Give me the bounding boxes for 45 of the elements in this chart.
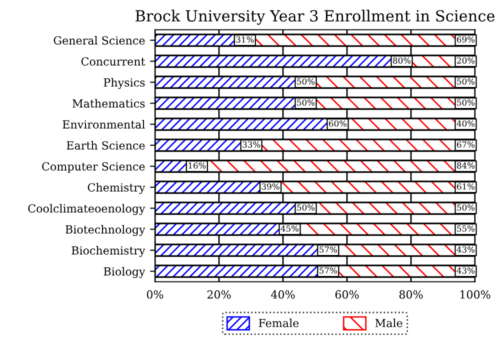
data-label: 55% <box>457 225 475 232</box>
data-label: 16% <box>188 162 206 169</box>
x-tick-label: 60% <box>335 290 359 299</box>
data-label: 20% <box>457 57 475 64</box>
data-label: 39% <box>262 183 280 190</box>
y-tick-label: Concurrent <box>81 57 146 66</box>
data-label: 67% <box>457 141 475 148</box>
chart-title: Brock University Year 3 Enrollment in Science <box>136 10 495 25</box>
x-tick-label: 100% <box>460 290 490 299</box>
data-label: 69% <box>457 36 475 43</box>
data-label: 60% <box>329 120 347 127</box>
y-tick-label: Computer Science <box>42 162 145 173</box>
y-tick-label: Chemistry <box>88 183 146 194</box>
data-label: 43% <box>456 267 475 274</box>
x-tick-label: 40% <box>270 290 295 299</box>
data-label: 50% <box>457 78 475 85</box>
x-tick-label: 0% <box>146 290 164 299</box>
y-tick-label: Earth Science <box>66 141 145 150</box>
y-tick-label: Physics <box>104 78 145 89</box>
y-tick-label: General Science <box>54 36 145 45</box>
legend-label: Male <box>375 318 402 328</box>
y-tick-label: Biochemistry <box>72 246 146 257</box>
y-tick-label: Biology <box>104 267 146 278</box>
data-label: 57% <box>320 267 337 274</box>
y-tick-label: Biotechnology <box>66 225 146 236</box>
y-tick-label: Mathematics <box>72 99 145 108</box>
data-label: 50% <box>457 99 475 106</box>
x-tick-label: 80% <box>399 290 423 299</box>
data-label: 57% <box>320 246 337 253</box>
data-label: 43% <box>456 246 475 253</box>
data-label: 50% <box>297 78 315 85</box>
y-tick-label: Coolclimateoenology <box>28 204 146 215</box>
data-label: 50% <box>297 204 315 211</box>
data-label: 45% <box>280 225 299 232</box>
y-tick-label: Environmental <box>62 120 145 129</box>
data-label: 61% <box>457 183 475 190</box>
data-label: 80% <box>393 57 411 64</box>
data-label: 33% <box>242 141 260 148</box>
data-label: 31% <box>236 36 254 43</box>
data-label: 84% <box>457 162 475 169</box>
data-label: 50% <box>457 204 475 211</box>
x-tick-label: 20% <box>207 290 231 299</box>
legend-label: Female <box>258 318 299 328</box>
data-label: 40% <box>456 120 475 127</box>
data-label: 50% <box>297 99 315 106</box>
